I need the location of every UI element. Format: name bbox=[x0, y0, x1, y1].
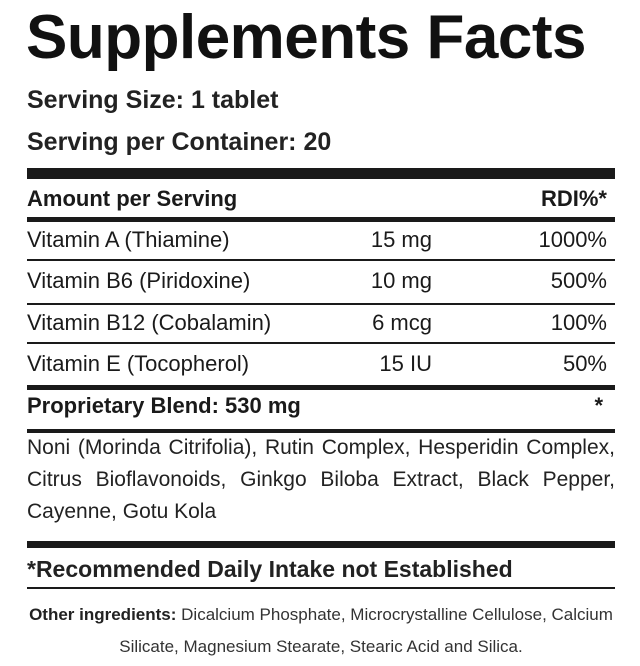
nutrient-rdi: 50% bbox=[562, 351, 607, 376]
divider-medium bbox=[27, 217, 615, 222]
header-row: Amount per Serving RDI%* bbox=[27, 186, 607, 216]
blend-row: Proprietary Blend: 530 mg * bbox=[27, 393, 607, 423]
rdi-header: RDI%* bbox=[540, 186, 607, 211]
nutrient-rdi: 500% bbox=[550, 268, 607, 293]
nutrient-rdi: 100% bbox=[550, 310, 607, 335]
nutrient-row: Vitamin B6 (Piridoxine) 10 mg 500% bbox=[27, 268, 607, 298]
nutrient-amount: 15 mg bbox=[370, 227, 432, 252]
other-ingredients-text: Dicalcium Phosphate, Microcrystalline Ce… bbox=[119, 605, 613, 656]
divider-thin bbox=[27, 303, 615, 305]
divider-thick bbox=[27, 168, 615, 179]
blend-rdi: * bbox=[594, 393, 603, 418]
serving-size: Serving Size: 1 tablet bbox=[27, 86, 279, 114]
divider-thin bbox=[27, 259, 615, 261]
nutrient-name: Vitamin A (Thiamine) bbox=[27, 227, 230, 252]
divider-medium bbox=[27, 385, 615, 390]
nutrient-amount: 10 mg bbox=[370, 268, 432, 293]
nutrient-amount: 15 IU bbox=[379, 351, 432, 376]
nutrient-name: Vitamin B12 (Cobalamin) bbox=[27, 310, 272, 335]
amount-header: Amount per Serving bbox=[27, 186, 238, 211]
label-title: Supplements Facts bbox=[26, 3, 586, 72]
nutrient-row: Vitamin E (Tocopherol) 15 IU 50% bbox=[27, 351, 607, 381]
footnote: *Recommended Daily Intake not Establishe… bbox=[27, 556, 513, 582]
nutrient-row: Vitamin B12 (Cobalamin) 6 mcg 100% bbox=[27, 310, 607, 340]
nutrient-row: Vitamin A (Thiamine) 15 mg 1000% bbox=[27, 227, 607, 257]
other-ingredients-label: Other ingredients: bbox=[29, 605, 177, 624]
servings-per-container: Serving per Container: 20 bbox=[27, 128, 332, 156]
blend-ingredients: Noni (Morinda Citrifolia), Rutin Complex… bbox=[27, 436, 615, 523]
blend-name: Proprietary Blend: 530 mg bbox=[27, 393, 301, 418]
divider-medium bbox=[27, 429, 615, 433]
divider-thick bbox=[27, 541, 615, 548]
divider-thin bbox=[27, 587, 615, 589]
divider-thin bbox=[27, 342, 615, 344]
nutrient-name: Vitamin B6 (Piridoxine) bbox=[27, 268, 251, 293]
nutrient-rdi: 1000% bbox=[538, 227, 607, 252]
nutrient-name: Vitamin E (Tocopherol) bbox=[27, 351, 250, 376]
other-ingredients: Other ingredients: Dicalcium Phosphate, … bbox=[27, 599, 615, 663]
nutrient-amount: 6 mcg bbox=[372, 310, 432, 335]
